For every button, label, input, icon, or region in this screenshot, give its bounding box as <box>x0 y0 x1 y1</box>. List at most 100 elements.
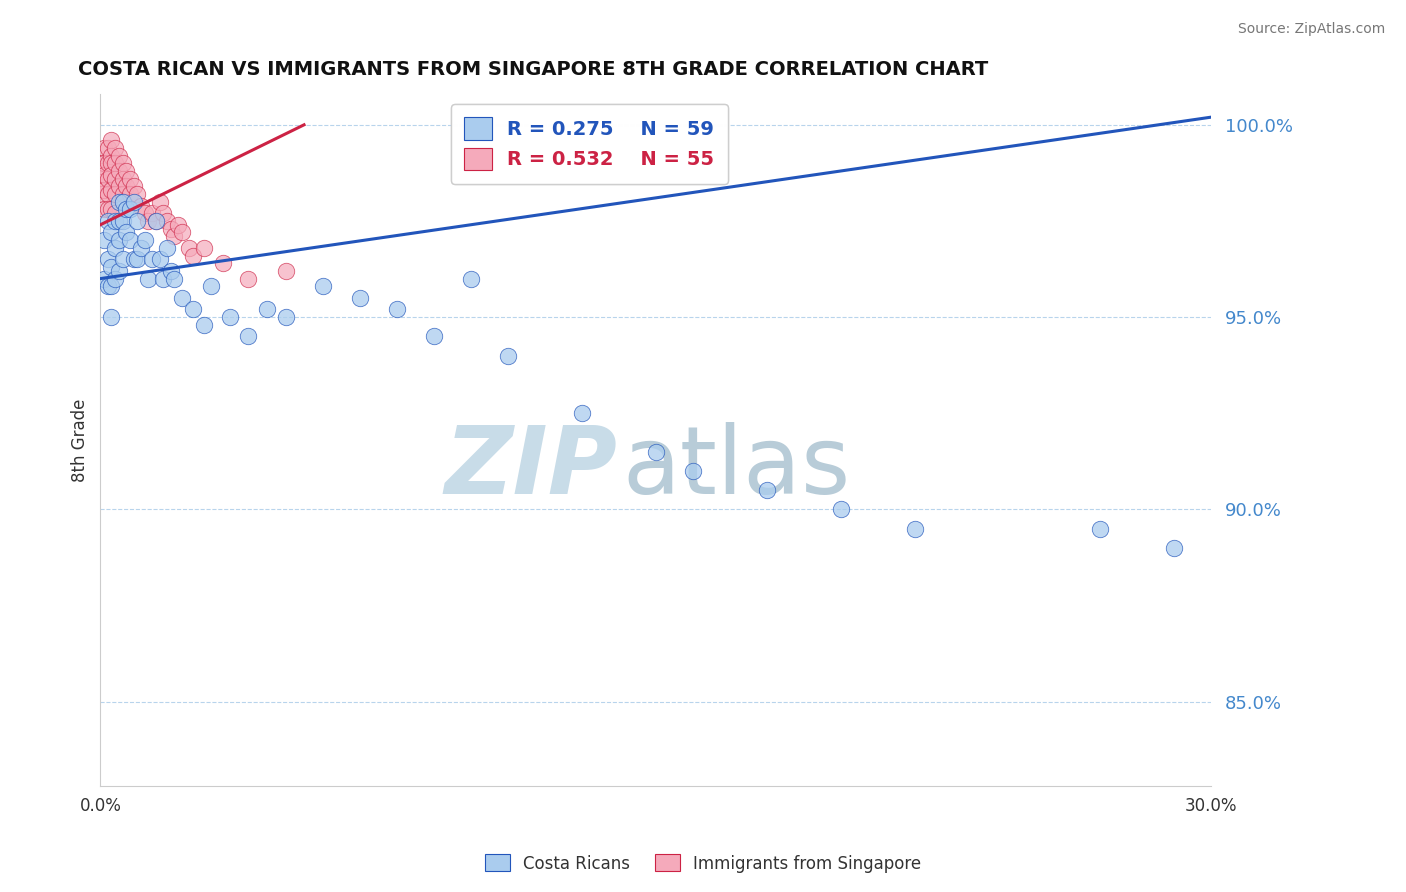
Point <box>93 141 115 155</box>
Point <box>104 141 127 155</box>
Point <box>127 187 149 202</box>
Point <box>127 214 149 228</box>
Point <box>100 133 122 147</box>
Point <box>170 291 193 305</box>
Point <box>755 483 778 497</box>
Point <box>159 264 181 278</box>
Point <box>156 241 179 255</box>
Point <box>115 179 138 194</box>
Point <box>138 214 160 228</box>
Point <box>145 214 167 228</box>
Point <box>152 206 174 220</box>
Point <box>108 264 131 278</box>
Point <box>129 241 152 255</box>
Legend: Costa Ricans, Immigrants from Singapore: Costa Ricans, Immigrants from Singapore <box>478 847 928 880</box>
Point <box>100 202 122 217</box>
Point <box>97 156 120 170</box>
Point <box>115 164 138 178</box>
Point <box>256 302 278 317</box>
Point <box>104 156 127 170</box>
Point <box>90 164 112 178</box>
Point <box>93 271 115 285</box>
Point <box>145 214 167 228</box>
Point <box>904 522 927 536</box>
Point <box>100 260 122 274</box>
Point <box>141 206 163 220</box>
Point <box>100 310 122 324</box>
Point <box>93 156 115 170</box>
Point <box>93 202 115 217</box>
Point <box>97 252 120 267</box>
Point <box>170 226 193 240</box>
Point <box>238 271 260 285</box>
Point <box>108 194 131 209</box>
Point <box>111 171 134 186</box>
Text: ZIP: ZIP <box>444 422 617 514</box>
Point <box>152 271 174 285</box>
Point <box>167 218 190 232</box>
Point <box>108 233 131 247</box>
Point <box>422 329 444 343</box>
Point <box>104 241 127 255</box>
Point <box>97 187 120 202</box>
Point <box>238 329 260 343</box>
Point <box>127 252 149 267</box>
Point <box>104 187 127 202</box>
Point <box>115 226 138 240</box>
Point <box>200 279 222 293</box>
Point <box>385 302 408 317</box>
Point <box>118 171 141 186</box>
Point <box>682 464 704 478</box>
Point <box>108 214 131 228</box>
Point <box>141 252 163 267</box>
Point <box>571 406 593 420</box>
Point <box>104 206 127 220</box>
Point <box>108 179 131 194</box>
Point <box>1163 541 1185 555</box>
Point <box>193 318 215 332</box>
Point <box>181 248 204 262</box>
Point <box>108 164 131 178</box>
Point <box>179 241 201 255</box>
Point <box>100 168 122 182</box>
Point <box>97 202 120 217</box>
Point <box>149 252 172 267</box>
Point <box>111 252 134 267</box>
Point <box>311 279 333 293</box>
Point <box>97 141 120 155</box>
Point <box>274 310 297 324</box>
Point <box>111 214 134 228</box>
Point <box>274 264 297 278</box>
Point <box>111 156 134 170</box>
Point <box>163 271 186 285</box>
Point <box>129 198 152 212</box>
Point <box>496 349 519 363</box>
Point <box>138 271 160 285</box>
Point <box>211 256 233 270</box>
Point <box>134 206 156 220</box>
Point <box>93 183 115 197</box>
Point <box>100 279 122 293</box>
Point <box>122 179 145 194</box>
Point <box>111 194 134 209</box>
Point <box>159 221 181 235</box>
Point <box>118 233 141 247</box>
Point <box>349 291 371 305</box>
Point <box>115 202 138 217</box>
Point <box>104 214 127 228</box>
Y-axis label: 8th Grade: 8th Grade <box>72 399 89 482</box>
Point <box>100 148 122 162</box>
Point <box>181 302 204 317</box>
Point <box>97 171 120 186</box>
Point <box>90 156 112 170</box>
Text: COSTA RICAN VS IMMIGRANTS FROM SINGAPORE 8TH GRADE CORRELATION CHART: COSTA RICAN VS IMMIGRANTS FROM SINGAPORE… <box>79 60 988 78</box>
Point <box>93 168 115 182</box>
Point <box>111 187 134 202</box>
Legend: R = 0.275    N = 59, R = 0.532    N = 55: R = 0.275 N = 59, R = 0.532 N = 55 <box>451 103 728 184</box>
Point <box>118 202 141 217</box>
Point <box>91 187 114 202</box>
Point <box>108 148 131 162</box>
Point <box>122 252 145 267</box>
Point <box>134 233 156 247</box>
Point <box>100 226 122 240</box>
